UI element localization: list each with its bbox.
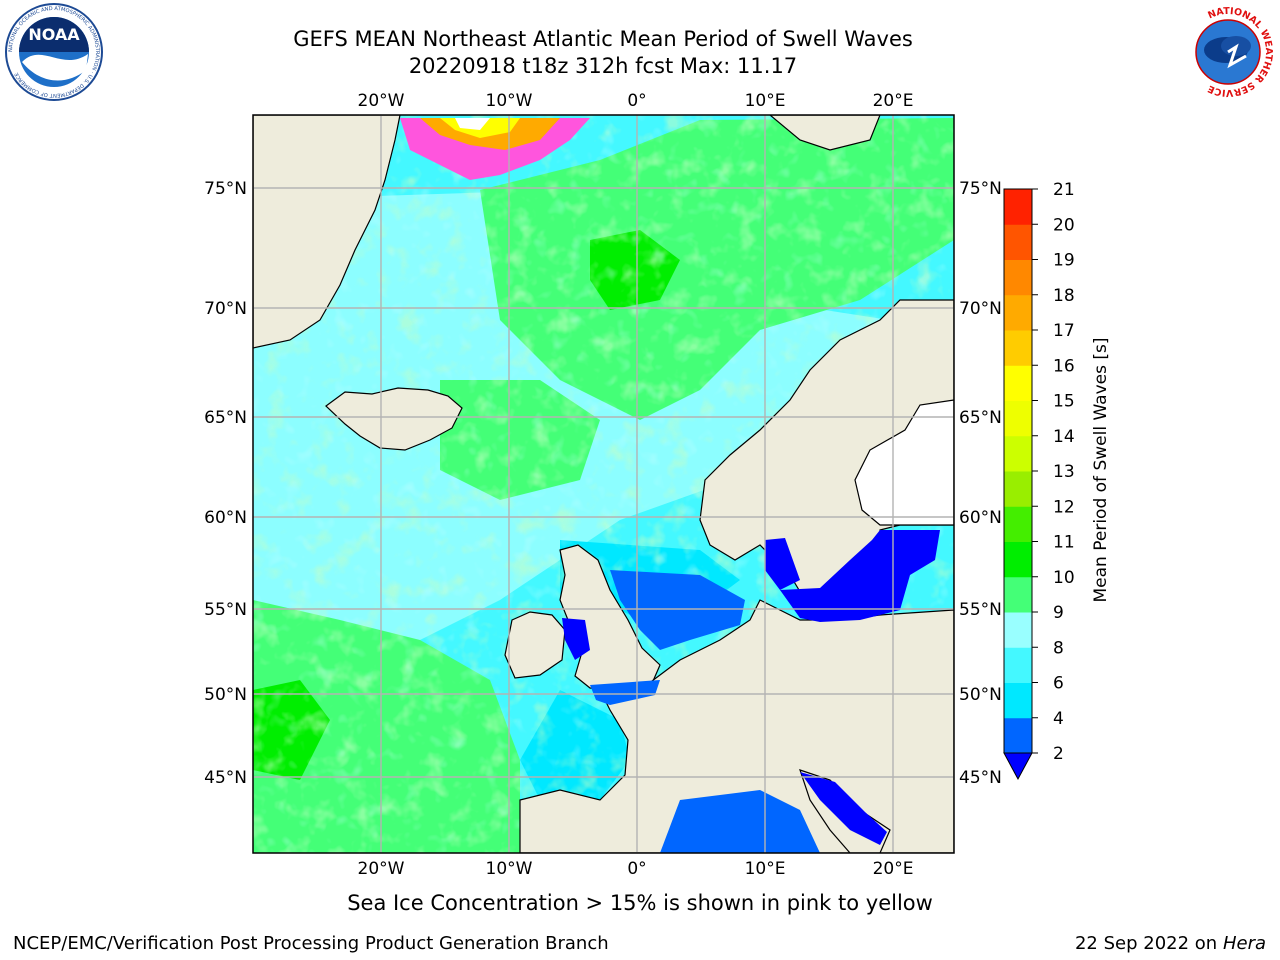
svg-text:NOAA: NOAA — [28, 25, 80, 44]
colorbar-tick-label: 15 — [1053, 392, 1075, 412]
lat-label: 50°N — [959, 685, 1002, 705]
colorbar-tick-label: 19 — [1053, 251, 1075, 271]
north-sea-south — [610, 570, 745, 650]
noaa-logo: NOAA NATIONAL OCEANIC AND ATMOSPHERIC AD… — [5, 3, 103, 101]
colorbar-tick-label: 12 — [1053, 497, 1075, 517]
lat-label: 70°N — [959, 299, 1002, 319]
lat-label: 50°N — [204, 685, 247, 705]
iceland — [325, 387, 463, 451]
colorbar-bin — [1004, 647, 1032, 683]
colorbar-bin — [1004, 259, 1032, 296]
colorbar-bin — [1004, 294, 1032, 331]
lat-label: 55°N — [959, 600, 1002, 620]
lon-labels-bottom: 20°W 10°W 0° 10°E 20°E — [358, 859, 914, 879]
lon-label: 10°E — [745, 91, 786, 111]
lat-labels-right: 75°N 70°N 65°N 60°N 55°N 50°N 45°N — [959, 179, 1002, 788]
lat-label: 75°N — [959, 179, 1002, 199]
lon-label: 20°W — [358, 859, 405, 879]
colorbar-tick-label: 20 — [1053, 215, 1075, 235]
lat-label: 65°N — [959, 408, 1002, 428]
colorbar-bin — [1004, 224, 1032, 260]
chart-title: GEFS MEAN Northeast Atlantic Mean Period… — [293, 27, 913, 51]
colorbar-tick-label: 18 — [1053, 286, 1075, 306]
lat-label: 55°N — [204, 600, 247, 620]
colorbar-tick-label: 21 — [1053, 180, 1075, 200]
lon-label: 20°W — [358, 91, 405, 111]
chart-subtitle: 20220918 t18z 312h fcst Max: 11.17 — [408, 54, 798, 78]
land — [253, 115, 954, 853]
colorbar: 2 4 6 8 9 10 11 12 13 14 15 16 17 18 19 20 21 — [1003, 180, 1075, 781]
lat-label: 70°N — [204, 299, 247, 319]
colorbar-bin — [1004, 506, 1032, 542]
skagerrak-kattegat — [765, 538, 800, 590]
english-channel — [590, 680, 660, 705]
colorbar-bin — [1004, 717, 1032, 754]
colorbar-bin — [1004, 189, 1032, 225]
colorbar-label: Mean Period of Swell Waves [s] — [1091, 338, 1111, 603]
colorbar-tick-label: 14 — [1053, 427, 1075, 447]
svalbard — [769, 115, 881, 151]
colorbar-tick-label: 9 — [1053, 603, 1064, 623]
colorbar-tick-label: 17 — [1053, 321, 1075, 341]
irish-sea — [562, 618, 590, 660]
colorbar-tick-label: 4 — [1053, 709, 1064, 729]
footer-credit: NCEP/EMC/Verification Post Processing Pr… — [13, 933, 609, 954]
colorbar-bin — [1004, 330, 1032, 366]
lon-label: 0° — [627, 91, 646, 111]
colorbar-bin — [1004, 471, 1032, 507]
map-frame — [252, 114, 955, 854]
sea-ice-caption: Sea Ice Concentration > 15% is shown in … — [347, 891, 933, 915]
colorbar-bin — [1004, 541, 1032, 578]
lat-label: 65°N — [204, 408, 247, 428]
map-panel — [253, 115, 954, 853]
lon-label: 10°E — [745, 859, 786, 879]
lat-label: 60°N — [204, 508, 247, 528]
colorbar-tick-label: 8 — [1053, 638, 1064, 658]
lon-label: 10°W — [486, 91, 533, 111]
gulf-of-bothnia — [854, 399, 954, 526]
lat-label: 45°N — [959, 768, 1002, 788]
footer-date-text: 22 Sep 2022 on — [1074, 933, 1218, 954]
lat-label: 45°N — [204, 768, 247, 788]
colorbar-bin — [1004, 435, 1032, 472]
colorbar-bin — [1004, 576, 1032, 613]
lat-labels-left: 75°N 70°N 65°N 60°N 55°N 50°N 45°N — [204, 179, 247, 788]
colorbar-bin — [1004, 682, 1032, 719]
enclosed-seas — [562, 530, 940, 845]
footer-machine: Hera — [1222, 933, 1266, 954]
colorbar-bin — [1004, 612, 1032, 648]
colorbar-tick-label: 11 — [1053, 533, 1075, 553]
lon-label: 20°E — [873, 859, 914, 879]
lon-label: 10°W — [486, 859, 533, 879]
colorbar-bin — [1004, 365, 1032, 401]
colorbar-tick-label: 13 — [1053, 462, 1075, 482]
graticule — [253, 115, 954, 853]
colorbar-under-arrow — [1003, 752, 1033, 781]
colorbar-tick-label: 10 — [1053, 568, 1075, 588]
greenland — [253, 115, 401, 349]
lon-label: 20°E — [873, 91, 914, 111]
colorbar-tick-label: 2 — [1053, 744, 1064, 764]
colorbar-tick-label: 6 — [1053, 674, 1064, 694]
lon-labels-top: 20°W 10°W 0° 10°E 20°E — [358, 91, 914, 111]
colorbar-tick-label: 16 — [1053, 356, 1075, 376]
nearshore-seas — [590, 570, 820, 853]
mediterranean — [660, 790, 820, 853]
nws-logo: NATIONAL WEATHER SERVICE — [1180, 4, 1276, 100]
footer-date: 22 Sep 2022 on Hera — [1075, 933, 1266, 954]
adriatic-sea — [800, 772, 887, 845]
lat-label: 75°N — [204, 179, 247, 199]
lon-label: 0° — [627, 859, 646, 879]
sea-ice — [400, 118, 590, 180]
lat-label: 60°N — [959, 508, 1002, 528]
baltic-sea — [780, 530, 940, 622]
colorbar-bin — [1004, 400, 1032, 437]
